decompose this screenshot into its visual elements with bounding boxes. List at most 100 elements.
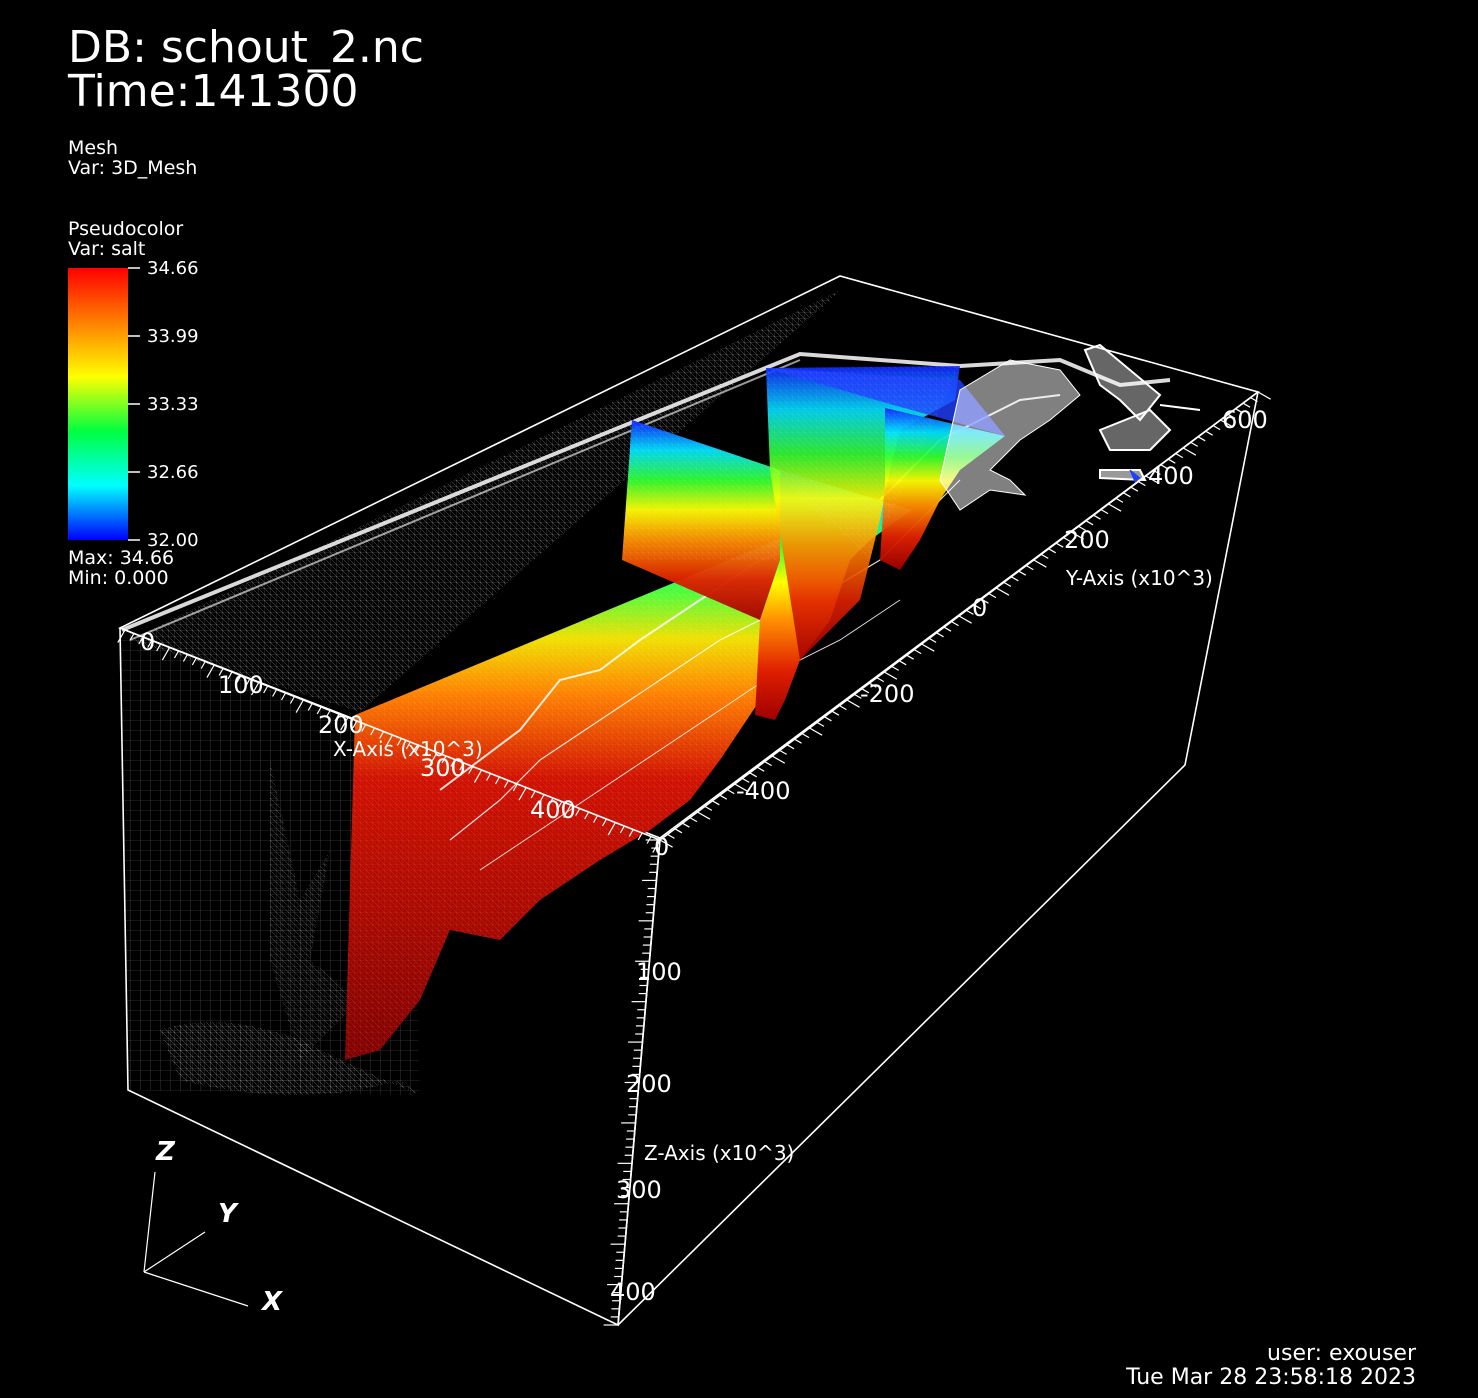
axis-tick-mark bbox=[712, 800, 720, 806]
axis-tick-mark bbox=[958, 615, 972, 624]
axis-tick-mark bbox=[951, 621, 959, 627]
axis-tick-mark bbox=[988, 593, 997, 599]
axis-tick-mark bbox=[1078, 525, 1086, 531]
axis-tick-mark bbox=[824, 716, 832, 722]
y-tick-label: 0 bbox=[972, 594, 987, 622]
axis-tick-mark bbox=[539, 794, 545, 802]
axis-tick-mark bbox=[719, 794, 728, 800]
axis-tick-mark bbox=[272, 689, 278, 697]
axis-tick-mark bbox=[943, 626, 952, 632]
axis-tick-mark bbox=[637, 832, 643, 841]
y-axis-title: Y-Axis (x10^3) bbox=[1065, 566, 1213, 590]
axis-tick-mark bbox=[334, 713, 340, 722]
axis-tick-mark bbox=[379, 731, 385, 739]
axis-tick-mark bbox=[1100, 509, 1109, 515]
legend-max: Max: 34.66 bbox=[68, 547, 175, 569]
axis-tick-mark bbox=[794, 738, 802, 744]
axis-tick-mark bbox=[966, 609, 974, 615]
axis-tick-mark bbox=[689, 817, 698, 823]
axis-tick-mark bbox=[459, 762, 465, 771]
user-label: user: exouser bbox=[1267, 1341, 1416, 1366]
axis-tick-mark bbox=[704, 805, 713, 811]
axis-tick-mark bbox=[659, 839, 673, 848]
axis-tick-mark bbox=[245, 678, 251, 687]
x-tick-label: 100 bbox=[218, 671, 264, 699]
axis-tick-mark bbox=[557, 801, 563, 809]
axis-tick-mark bbox=[494, 776, 501, 785]
axis-tick-mark bbox=[161, 647, 171, 661]
axis-tick-mark bbox=[289, 696, 295, 704]
z-axis: 0 100 200 300 400 Z-Axis (x10^3) bbox=[603, 833, 794, 1326]
legend-color-bar bbox=[68, 268, 128, 540]
axis-tick-mark bbox=[891, 665, 900, 671]
y-tick-label: 200 bbox=[1064, 526, 1110, 554]
y-tick-label: 600 bbox=[1222, 406, 1268, 434]
axis-tick-mark bbox=[1190, 441, 1199, 447]
axis-tick-mark bbox=[1085, 520, 1094, 526]
axis-tick-mark bbox=[340, 717, 349, 731]
axis-tick-mark bbox=[861, 688, 870, 694]
slice-mesh-overlay bbox=[622, 366, 960, 560]
axis-tick-mark bbox=[468, 766, 474, 774]
axis-tick-mark bbox=[1093, 514, 1101, 520]
axis-tick-mark bbox=[756, 766, 765, 772]
axis-tick-mark bbox=[200, 661, 206, 669]
pseudocolor-plot-title: Pseudocolor bbox=[68, 218, 184, 240]
legend-tick-label: 32.66 bbox=[147, 462, 199, 483]
salt-longitudinal-slice bbox=[345, 498, 878, 1060]
axis-tick-mark bbox=[628, 829, 634, 837]
axis-tick-mark bbox=[682, 822, 690, 828]
axis-tick-mark bbox=[1025, 565, 1034, 571]
axis-tick-mark bbox=[876, 677, 885, 683]
y-tick-label: -200 bbox=[860, 680, 914, 708]
axis-tick-mark bbox=[206, 664, 215, 678]
axis-tick-mark bbox=[530, 790, 536, 799]
axis-tick-mark bbox=[816, 721, 825, 727]
axis-tick-mark bbox=[734, 783, 748, 792]
axis-tick-mark bbox=[129, 633, 135, 641]
axis-tick-mark bbox=[652, 839, 661, 853]
date-label: Tue Mar 28 23:58:18 2023 bbox=[1126, 1365, 1416, 1390]
axis-tick-mark bbox=[429, 752, 438, 766]
y-axis: -400 -200 0 200 400 600 Y-Axis (x10^3) bbox=[659, 391, 1271, 848]
axis-tick-mark bbox=[854, 693, 862, 699]
orientation-triad: Z Y X bbox=[143, 1137, 284, 1317]
z-axis-title: Z-Axis (x10^3) bbox=[644, 1141, 794, 1165]
axis-tick-mark bbox=[928, 637, 937, 643]
axis-tick-mark bbox=[316, 706, 322, 715]
axis-tick-mark bbox=[779, 749, 787, 755]
axis-tick-mark bbox=[1250, 397, 1258, 403]
axis-tick-mark bbox=[1197, 436, 1206, 442]
axis-tick-mark bbox=[601, 818, 608, 827]
axis-tick-mark bbox=[138, 636, 144, 645]
axis-tick-mark bbox=[1070, 531, 1085, 540]
axis-tick-mark bbox=[473, 769, 483, 783]
axis-tick-mark bbox=[251, 682, 260, 696]
axis-tick-mark bbox=[898, 660, 907, 666]
legend-tick-label: 33.99 bbox=[147, 326, 199, 347]
axis-tick-mark bbox=[405, 741, 411, 750]
axis-tick-mark bbox=[1220, 419, 1234, 428]
axis-tick-mark bbox=[236, 675, 242, 683]
axis-tick-mark bbox=[1063, 537, 1071, 543]
axis-tick-mark bbox=[1242, 402, 1251, 408]
color-legend: 34.66 33.99 33.33 32.66 32.00 bbox=[68, 258, 199, 551]
axis-tick-mark bbox=[1227, 413, 1236, 419]
axis-tick-mark bbox=[563, 804, 572, 818]
database-title: DB: schout_2.nc bbox=[68, 22, 424, 73]
axis-tick-mark bbox=[906, 654, 914, 660]
axis-tick-mark bbox=[1175, 453, 1184, 459]
axis-tick-mark bbox=[607, 822, 616, 836]
axis-tick-mark bbox=[786, 744, 795, 750]
axis-tick-mark bbox=[921, 643, 935, 652]
axis-tick-mark bbox=[1160, 464, 1169, 470]
axis-tick-mark bbox=[674, 828, 683, 834]
axis-tick-mark bbox=[1115, 497, 1124, 503]
axis-tick-mark bbox=[1048, 548, 1056, 554]
axis-tick-mark bbox=[156, 643, 162, 652]
axis-tick-mark bbox=[325, 710, 331, 718]
x-axis: 0 100 200 300 400 X-Axis (x10^3) bbox=[117, 628, 661, 853]
axis-tick-mark bbox=[1205, 430, 1213, 436]
axis-tick-mark bbox=[771, 755, 786, 764]
